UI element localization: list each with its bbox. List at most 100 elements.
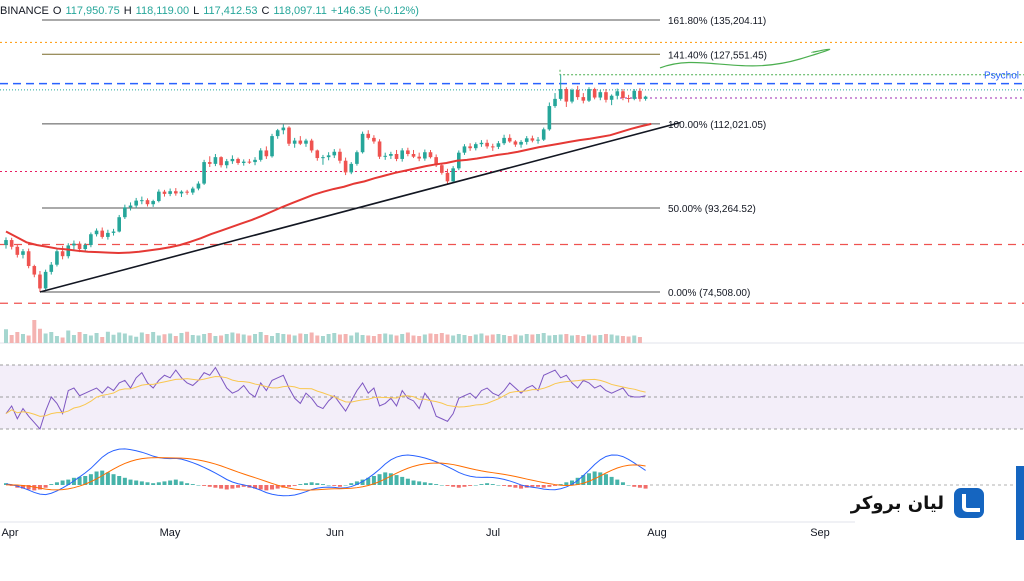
candle-body [507, 137, 512, 142]
x-tick-label: Apr [1, 527, 18, 539]
macd-bar [292, 485, 297, 486]
macd-bar [547, 485, 552, 487]
candle [406, 147, 410, 157]
candle-body [462, 146, 467, 153]
macd-bar [541, 485, 546, 488]
candle-body [451, 168, 455, 182]
macd-bar [185, 483, 190, 485]
candle [140, 196, 144, 205]
candle [383, 152, 388, 160]
candle [60, 245, 65, 260]
volume-bar [349, 335, 354, 343]
volume-bar [586, 334, 591, 343]
candle-body [202, 162, 206, 184]
volume-bar [173, 336, 178, 343]
candle [236, 157, 240, 165]
candle-body [219, 157, 223, 166]
candle-body [9, 240, 14, 247]
volume-bar [473, 334, 478, 343]
volume-bar [536, 334, 541, 343]
candle-body [72, 243, 76, 246]
candle-body [21, 251, 25, 255]
macd-bar [439, 485, 444, 486]
candle-body [270, 136, 274, 157]
candle-body [304, 140, 308, 144]
macd-bar [394, 475, 399, 485]
macd-bar [513, 485, 518, 488]
candle [106, 229, 110, 240]
macd-bar [134, 480, 139, 485]
candle-body [434, 157, 438, 166]
macd-bar [54, 482, 59, 485]
volume-bar [258, 332, 263, 343]
volume-bar [128, 335, 133, 343]
psychological-label: Psychol [984, 70, 1019, 81]
macd-bar [253, 485, 258, 489]
volume-bar [122, 333, 127, 343]
volume-bar [394, 335, 399, 343]
brand-name: لیان بروکر [850, 492, 944, 514]
candle [496, 141, 501, 150]
volume-bar [388, 334, 393, 343]
candle [440, 162, 444, 175]
candle-body [558, 89, 563, 99]
candle-body [428, 152, 433, 158]
candle-body [598, 92, 603, 98]
volume-bar [26, 335, 31, 343]
volume-bar [270, 336, 275, 343]
candle [111, 228, 116, 236]
volume-bar [315, 335, 320, 343]
macd-bar [468, 485, 473, 486]
candle [592, 87, 597, 100]
volume-bar [366, 335, 371, 343]
macd-bar [270, 485, 275, 490]
candle [581, 93, 586, 104]
macd-bar [360, 479, 365, 485]
macd-bar [173, 479, 178, 485]
candle [372, 135, 376, 144]
macd-bar [411, 480, 416, 485]
candle [621, 89, 625, 101]
volume-bar [213, 336, 218, 343]
brand-watermark: لیان بروکر [851, 478, 984, 528]
candle-body [185, 191, 189, 193]
candle-body [309, 140, 314, 151]
macd-bar [428, 483, 433, 485]
volume-bar [185, 331, 190, 343]
macd-bar [581, 475, 586, 485]
candle-body [247, 161, 252, 163]
candle-body [440, 165, 444, 173]
candle-body [134, 200, 138, 206]
volume-bar [105, 331, 110, 343]
macd-bar [37, 485, 42, 490]
candle-body [117, 217, 121, 232]
volume-bar [49, 332, 54, 343]
candle-body [321, 157, 325, 159]
candle [145, 198, 150, 207]
fibonacci-levels: 161.80% (135,204.11) 141.40% (127,551.45)… [42, 16, 767, 299]
candle-body [609, 95, 614, 100]
candle [524, 136, 529, 145]
volume-bar [292, 335, 297, 343]
candle [332, 149, 337, 159]
rsi-line [5, 366, 646, 430]
candle-body [581, 97, 586, 101]
volume-bar [219, 335, 224, 343]
volume-bar [145, 334, 150, 343]
macd-bar [219, 485, 224, 489]
rsi-ma-line [5, 376, 646, 417]
open-label: O [52, 5, 62, 17]
volume-bar [371, 336, 376, 343]
macd-bar [320, 484, 325, 485]
candle [451, 166, 455, 183]
candle [445, 168, 450, 185]
candle [270, 133, 274, 158]
candle-body [479, 142, 484, 145]
candle-body [292, 140, 297, 144]
macd-bar [490, 484, 495, 485]
volume-bar [88, 335, 93, 343]
candle-body [626, 97, 631, 99]
projection-box [559, 69, 1024, 76]
change-value: +146.35 (+0.12%) [330, 5, 419, 17]
